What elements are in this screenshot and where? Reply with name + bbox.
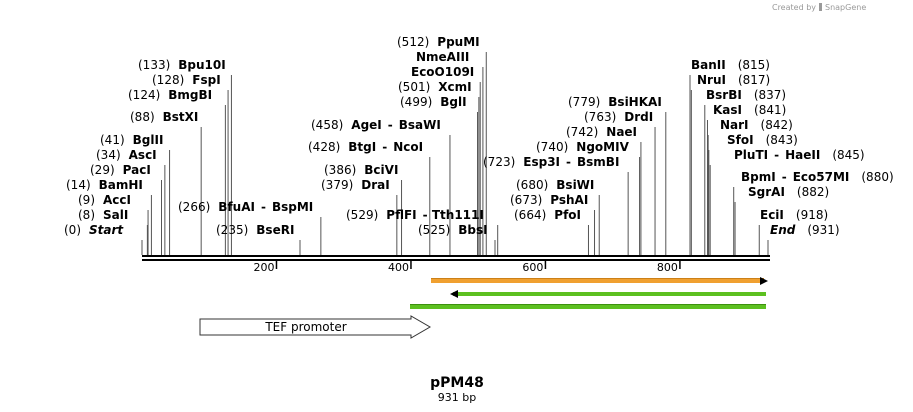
- site-leader-lines: [141, 52, 769, 255]
- ruler-tick-400: 400: [388, 261, 412, 274]
- site-drdi[interactable]: (763) DrdI: [584, 110, 653, 124]
- site-xcmi[interactable]: (501) XcmI: [398, 80, 472, 94]
- ruler-tick-label-800: 800: [657, 261, 678, 274]
- ruler-tick-label-600: 600: [522, 261, 543, 274]
- site-end[interactable]: End (931): [770, 223, 840, 237]
- ruler-tick-label-200: 200: [253, 261, 274, 274]
- ruler: 200 400 600 800: [253, 261, 681, 274]
- features: TEF promoter: [199, 277, 768, 339]
- site-nrui[interactable]: NruI (817): [697, 73, 770, 87]
- backbone-top-strand: [142, 255, 770, 257]
- site-acci[interactable]: (9) AccI: [78, 193, 131, 207]
- snapgene-credit: Created by SnapGene: [772, 3, 866, 12]
- site-bmgbi[interactable]: (124) BmgBI: [128, 88, 212, 102]
- site-pfoi[interactable]: (664) PfoI: [514, 208, 581, 222]
- site-start[interactable]: (0) Start: [64, 223, 124, 237]
- site-bsihkai[interactable]: (779) BsiHKAI: [568, 95, 662, 109]
- tef-promoter-feature[interactable]: TEF promoter: [199, 315, 431, 339]
- site-ecii[interactable]: EciI (918): [760, 208, 828, 222]
- site-agei[interactable]: (458) AgeI - BsaWI: [311, 118, 441, 132]
- credit-text: Created by: [772, 3, 816, 12]
- tef-promoter-label: TEF promoter: [264, 320, 346, 334]
- site-banii[interactable]: BanII (815): [691, 58, 770, 72]
- ruler-tick-600: 600: [522, 261, 547, 274]
- site-pluti[interactable]: PluTI - HaeII (845): [734, 148, 865, 162]
- site-bsrbi[interactable]: BsrBI (837): [706, 88, 786, 102]
- site-pflfi[interactable]: (529) PflFI - Tth111I: [346, 208, 484, 222]
- site-btgi[interactable]: (428) BtgI - NcoI: [308, 140, 423, 154]
- site-bgli[interactable]: (499) BglI: [400, 95, 467, 109]
- restriction-site-labels: (0) Start (8) SalI (9) AccI (14) BamHI (29) P…: [64, 35, 894, 237]
- site-sgrai[interactable]: SgrAI (882): [748, 185, 829, 199]
- backbone-bottom-strand: [142, 259, 770, 261]
- site-bglii[interactable]: (41) BglII: [100, 133, 163, 147]
- green-feature-bar[interactable]: [410, 304, 766, 309]
- site-naei[interactable]: (742) NaeI: [566, 125, 637, 139]
- site-esp3i[interactable]: (723) Esp3I - BsmBI: [483, 155, 619, 169]
- site-nmeaiii[interactable]: NmeAIII: [416, 50, 469, 64]
- ruler-tick-800: 800: [657, 261, 681, 274]
- site-eco0109i[interactable]: EcoO109I: [411, 65, 474, 79]
- orange-feature-arrow[interactable]: [431, 277, 768, 285]
- ruler-tick-label-400: 400: [388, 261, 409, 274]
- site-sfoi[interactable]: SfoI (843): [727, 133, 798, 147]
- site-asci[interactable]: (34) AscI: [96, 148, 157, 162]
- site-sali[interactable]: (8) SalI: [78, 208, 128, 222]
- site-bbsi[interactable]: (525) BbsI: [418, 223, 488, 237]
- site-kasi[interactable]: KasI (841): [713, 103, 786, 117]
- ruler-tick-200: 200: [253, 261, 278, 274]
- site-bfuai[interactable]: (266) BfuAI - BspMI: [178, 200, 313, 214]
- credit-brand: SnapGene: [825, 3, 866, 12]
- site-bpu10i[interactable]: (133) Bpu10I: [138, 58, 226, 72]
- map-length: 931 bp: [438, 391, 476, 404]
- site-paci[interactable]: (29) PacI: [90, 163, 151, 177]
- sequence-backbone: [142, 255, 770, 261]
- site-pshai[interactable]: (673) PshAI: [510, 193, 588, 207]
- site-bstxi[interactable]: (88) BstXI: [130, 110, 198, 124]
- site-nari[interactable]: NarI (842): [720, 118, 793, 132]
- site-ppumi[interactable]: (512) PpuMI: [397, 35, 480, 49]
- site-bamhi[interactable]: (14) BamHI: [66, 178, 143, 192]
- site-bpmi[interactable]: BpmI - Eco57MI (880): [741, 170, 894, 184]
- site-ngomiv[interactable]: (740) NgoMIV: [536, 140, 630, 154]
- map-name: pPM48: [430, 375, 484, 391]
- site-fspi[interactable]: (128) FspI: [152, 73, 221, 87]
- snapgene-logo-icon: [819, 3, 822, 11]
- site-bcivi[interactable]: (386) BciVI: [324, 163, 398, 177]
- green-feature-reverse-arrow[interactable]: [450, 290, 766, 298]
- site-bseri[interactable]: (235) BseRI: [216, 223, 294, 237]
- site-drai[interactable]: (379) DraI: [321, 178, 390, 192]
- site-bsiwi[interactable]: (680) BsiWI: [516, 178, 594, 192]
